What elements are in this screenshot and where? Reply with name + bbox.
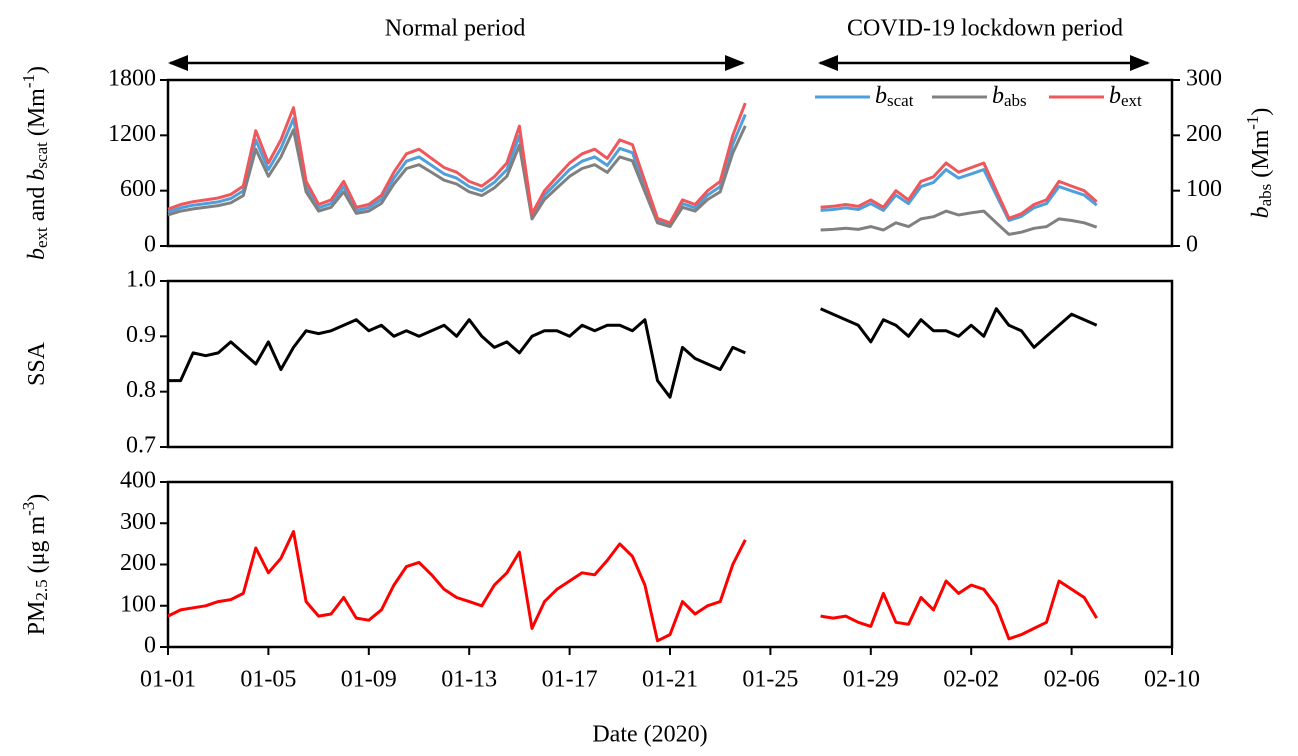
x-tick-label: 01-29 <box>843 667 899 693</box>
label-part: b <box>992 83 1004 109</box>
label-part: abs <box>1004 91 1027 110</box>
label-part: (Mm <box>24 88 50 142</box>
y-tick-label: 1200 <box>108 121 156 147</box>
x-tick-label: 01-05 <box>240 667 296 693</box>
x-axis-label: Date (2020) <box>592 722 707 748</box>
label-part: scat <box>887 91 914 110</box>
y-tick-label: 0.8 <box>126 377 156 403</box>
y-axis-label: PM2.5 (μg m-3) <box>19 494 51 636</box>
label-part: and <box>24 181 50 228</box>
y-tick-label: 300 <box>120 509 156 535</box>
label-part: b <box>24 169 50 181</box>
plot-frame <box>166 78 1174 248</box>
label-part: SSA <box>24 341 50 386</box>
x-tick-label: 01-01 <box>140 667 196 693</box>
data-line <box>167 102 1098 225</box>
x-tick-label: 01-25 <box>742 667 798 693</box>
label-part: b <box>875 83 887 109</box>
label-part: ) <box>24 494 50 502</box>
y-tick-label: 0.7 <box>126 433 156 459</box>
label-part: scat <box>32 142 51 169</box>
label-part: PM <box>24 601 50 636</box>
label-part: ext <box>32 227 51 248</box>
y-tick-label: 0 <box>144 232 156 258</box>
label-part: (Mm <box>1248 129 1274 183</box>
y-tick-label: 200 <box>120 550 156 576</box>
y-tick-label: 400 <box>120 468 156 494</box>
period-label: COVID-19 lockdown period <box>847 16 1123 42</box>
label-part: -3 <box>19 502 38 516</box>
y-tick-label: 0 <box>144 633 156 659</box>
label-part: b <box>24 248 50 260</box>
legend-label: bscat <box>875 83 914 111</box>
period-label: Normal period <box>385 16 526 42</box>
label-part: -1 <box>19 74 38 88</box>
legend-label: bext <box>1109 83 1142 111</box>
y-tick-label: 600 <box>120 176 156 202</box>
legend-label: babs <box>992 83 1027 111</box>
x-tick-label: 01-17 <box>542 667 598 693</box>
y2-tick-label: 200 <box>1186 121 1222 147</box>
y-axis-label: SSA <box>24 341 50 386</box>
label-part: (μg m <box>24 516 50 580</box>
y-tick-label: 100 <box>120 591 156 617</box>
y2-tick-label: 0 <box>1186 232 1198 258</box>
label-part: b <box>1109 83 1121 109</box>
y2-axis-label: babs (Mm-1) <box>1243 108 1275 219</box>
data-line <box>167 125 1098 236</box>
x-tick-label: 02-06 <box>1044 667 1100 693</box>
x-tick-label: 01-13 <box>441 667 497 693</box>
data-line <box>168 307 1098 399</box>
label-part: -1 <box>1243 116 1262 130</box>
y-axis-label: bext and bscat (Mm-1) <box>19 66 51 260</box>
y-tick-label: 0.9 <box>126 322 156 348</box>
y-tick-label: 1800 <box>108 66 156 92</box>
label-part: ) <box>24 66 50 74</box>
label-part: abs <box>1256 184 1275 207</box>
data-line <box>167 530 1098 643</box>
y2-tick-label: 300 <box>1186 66 1222 92</box>
x-tick-label: 01-09 <box>341 667 397 693</box>
x-tick-label: 01-21 <box>642 667 698 693</box>
label-part: ) <box>1248 108 1274 116</box>
plot-frame <box>166 279 1174 449</box>
y2-tick-label: 100 <box>1186 176 1222 202</box>
y-tick-label: 1.0 <box>126 267 156 293</box>
x-tick-label: 02-02 <box>943 667 999 693</box>
label-part: ext <box>1121 91 1142 110</box>
x-tick-label: 02-10 <box>1144 667 1200 693</box>
plot-frame <box>166 480 1174 649</box>
label-part: b <box>1248 206 1274 218</box>
label-part: 2.5 <box>32 579 51 600</box>
